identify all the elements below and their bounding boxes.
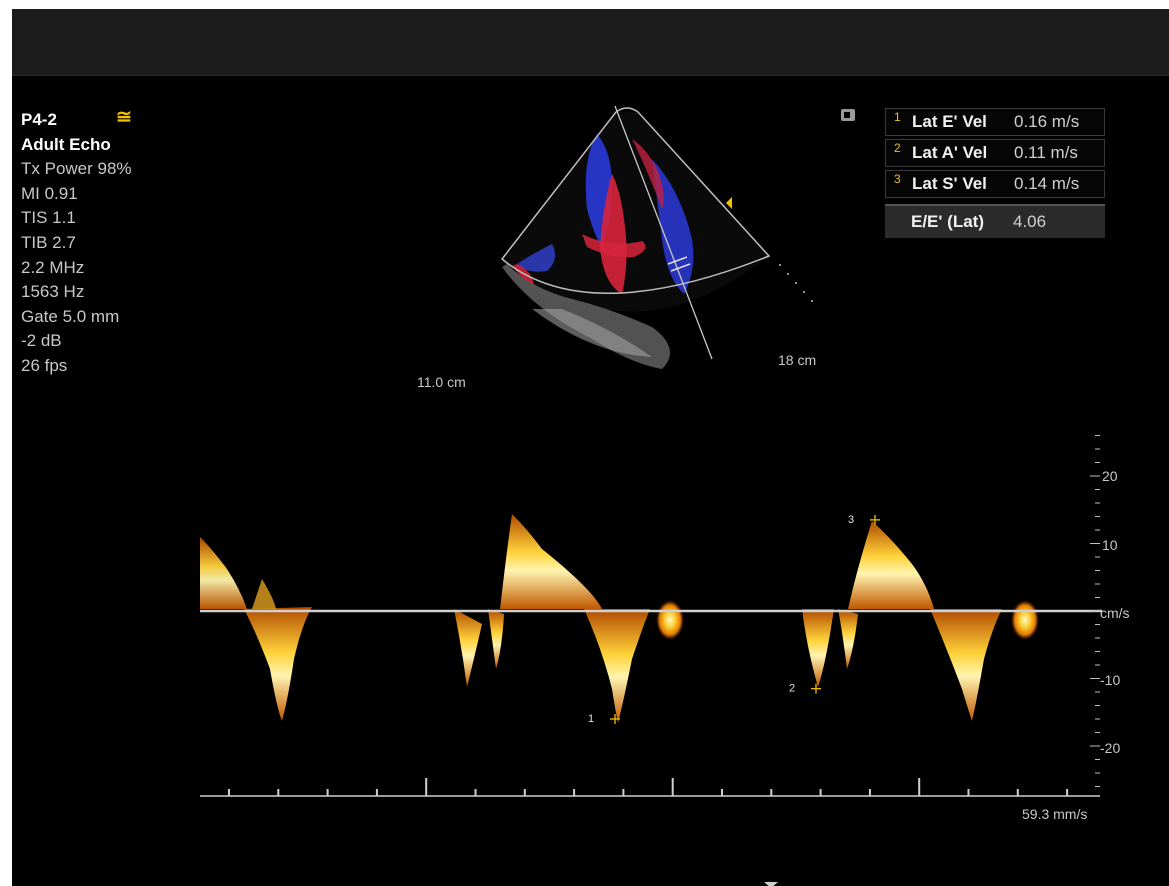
imaging-canvas: 20 10 cm/s -10 -20 59.3 mm/s 1 2 3 [12,9,1169,886]
scale-label-neg10: -10 [1100,672,1120,688]
marker-label: 1 [588,713,594,725]
sector-image [502,108,769,369]
velocity-scale [1090,436,1100,787]
measurement-marker[interactable]: 2 [789,683,821,695]
measurement-marker[interactable]: 3 [848,514,880,526]
scale-label-20: 20 [1102,468,1118,484]
scale-label-unit: cm/s [1100,605,1130,621]
scale-label-10: 10 [1102,537,1118,553]
time-ticks [229,778,1067,796]
focus-marker-icon [726,197,732,209]
doppler-spectrum [200,514,1039,723]
depth-dots [779,264,813,302]
scroll-down-icon[interactable] [764,882,778,886]
scale-label-neg20: -20 [1100,740,1120,756]
ultrasound-display: P4-2 Adult Echo Tx Power 98% MI 0.91 TIS… [12,9,1169,886]
sweep-speed-label: 59.3 mm/s [1022,806,1087,822]
marker-label: 3 [848,514,854,526]
marker-label: 2 [789,683,795,695]
measurement-marker[interactable]: 1 [588,713,620,725]
